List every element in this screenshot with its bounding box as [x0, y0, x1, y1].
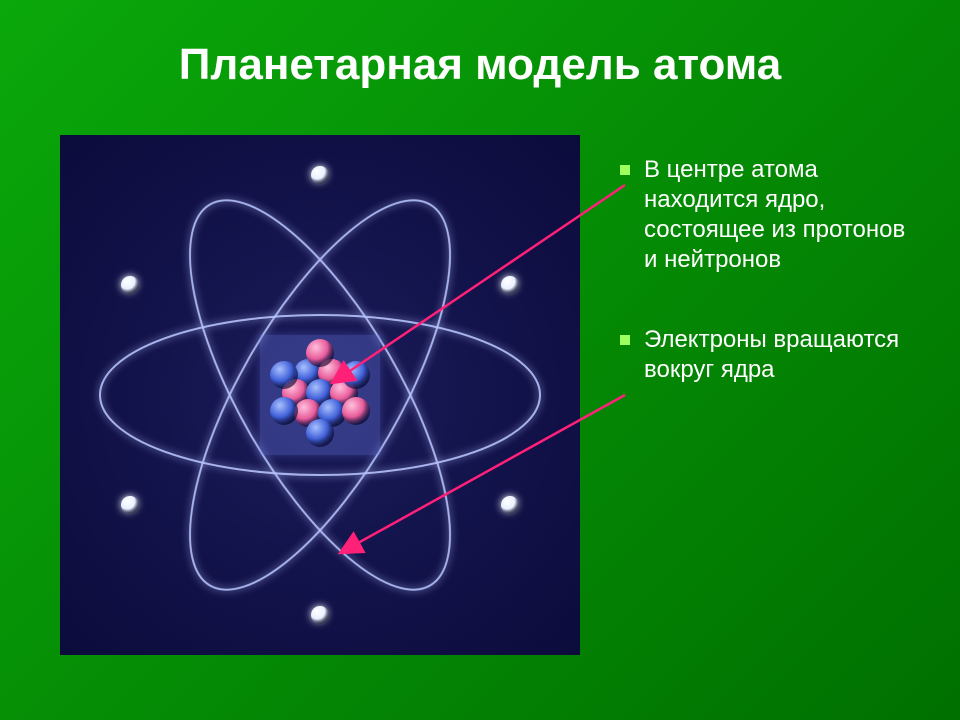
- slide-title: Планетарная модель атома: [0, 40, 960, 90]
- atom-diagram: [60, 135, 580, 655]
- bullet-item-electrons: Электроны вращаются вокруг ядра: [620, 325, 920, 385]
- bullet-item-nucleus: В центре атома находится ядро, состоящее…: [620, 155, 920, 275]
- bullet-text: Электроны вращаются вокруг ядра: [644, 326, 899, 383]
- bullet-list: В центре атома находится ядро, состоящее…: [620, 155, 920, 435]
- bullet-marker-icon: [620, 165, 630, 175]
- bullet-text: В центре атома находится ядро, состоящее…: [644, 156, 905, 273]
- bullet-marker-icon: [620, 335, 630, 345]
- content-area: В центре атома находится ядро, состоящее…: [60, 135, 920, 680]
